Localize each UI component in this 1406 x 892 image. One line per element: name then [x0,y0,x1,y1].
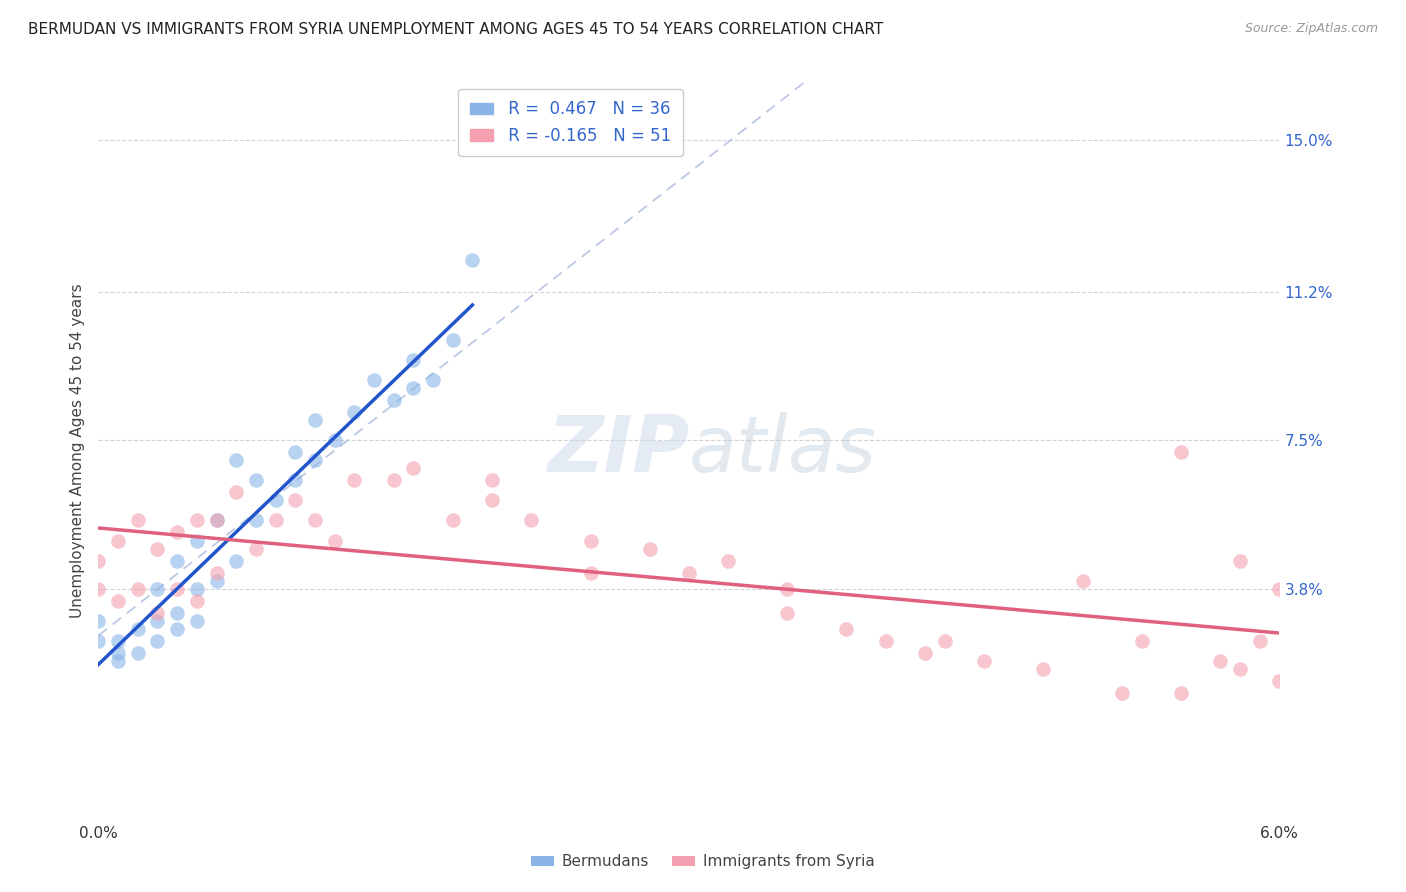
Point [225,553,247,567]
Point [225,485,247,500]
Point [166,622,188,636]
Point [107,593,129,607]
Point [146,582,169,596]
Point [1268,673,1291,688]
Point [304,514,326,528]
Point [717,553,740,567]
Text: ZIP: ZIP [547,412,689,489]
Point [107,646,129,660]
Point [323,434,346,448]
Point [205,574,228,588]
Point [186,593,208,607]
Point [166,553,188,567]
Point [127,622,149,636]
Point [1032,662,1054,676]
Point [87,614,110,628]
Point [87,633,110,648]
Point [146,614,169,628]
Text: Source: ZipAtlas.com: Source: ZipAtlas.com [1244,22,1378,36]
Point [245,514,267,528]
Point [264,493,287,508]
Point [186,614,208,628]
Point [441,514,464,528]
Point [127,582,149,596]
Point [284,474,307,488]
Point [1268,582,1291,596]
Point [304,413,326,427]
Text: atlas: atlas [689,412,877,489]
Point [1209,654,1232,668]
Point [284,445,307,459]
Legend:  R =  0.467   N = 36,  R = -0.165   N = 51: R = 0.467 N = 36, R = -0.165 N = 51 [458,88,683,156]
Point [1170,685,1192,699]
Point [934,633,956,648]
Text: BERMUDAN VS IMMIGRANTS FROM SYRIA UNEMPLOYMENT AMONG AGES 45 TO 54 YEARS CORRELA: BERMUDAN VS IMMIGRANTS FROM SYRIA UNEMPL… [28,22,883,37]
Point [166,525,188,540]
Point [520,514,543,528]
Point [186,582,208,596]
Point [461,253,484,268]
Point [1229,553,1251,567]
Point [638,541,661,556]
Point [323,533,346,548]
Point [146,541,169,556]
Point [1249,633,1271,648]
Point [304,453,326,467]
Point [1130,633,1153,648]
Point [481,474,503,488]
Point [127,514,149,528]
Point [579,533,602,548]
Point [973,654,995,668]
Point [186,533,208,548]
Point [166,582,188,596]
Point [284,493,307,508]
Point [1071,574,1094,588]
Point [127,646,149,660]
Point [87,553,110,567]
Point [205,566,228,580]
Point [835,622,858,636]
Point [146,606,169,620]
Point [107,533,129,548]
Point [363,373,385,387]
Point [343,405,366,419]
Point [776,606,799,620]
Legend: Bermudans, Immigrants from Syria: Bermudans, Immigrants from Syria [526,848,880,875]
Point [914,646,936,660]
Point [1111,685,1133,699]
Point [402,461,425,475]
Point [107,654,129,668]
Point [107,633,129,648]
Point [245,541,267,556]
Point [225,453,247,467]
Point [264,514,287,528]
Point [678,566,700,580]
Point [422,373,444,387]
Point [87,582,110,596]
Point [441,334,464,348]
Point [205,514,228,528]
Point [205,514,228,528]
Y-axis label: Unemployment Among Ages 45 to 54 years: Unemployment Among Ages 45 to 54 years [69,283,84,618]
Point [343,474,366,488]
Point [875,633,897,648]
Point [776,582,799,596]
Point [146,633,169,648]
Point [1229,662,1251,676]
Point [382,393,405,408]
Point [402,381,425,395]
Point [1170,445,1192,459]
Point [382,474,405,488]
Point [481,493,503,508]
Point [245,474,267,488]
Point [579,566,602,580]
Point [186,514,208,528]
Point [166,606,188,620]
Point [402,353,425,368]
